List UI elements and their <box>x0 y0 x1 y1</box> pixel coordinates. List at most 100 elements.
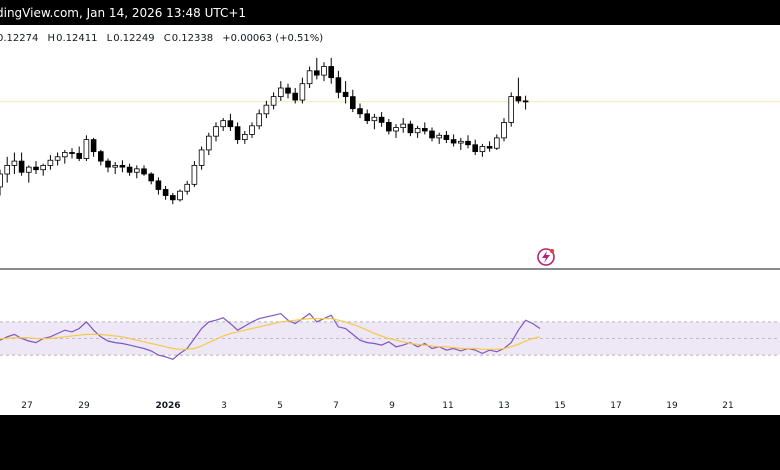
candle-body <box>69 152 75 154</box>
x-tick-label: 5 <box>277 401 283 411</box>
candle-body <box>141 168 147 175</box>
candle-body <box>328 66 334 79</box>
candle-body <box>205 135 212 151</box>
candle-body <box>364 113 370 122</box>
candle-body <box>465 140 471 146</box>
lightning-badge-icon <box>537 248 555 266</box>
top-bar: dingView.com, Jan 14, 2026 13:48 UTC+1 <box>0 0 780 25</box>
candle-body <box>400 123 406 128</box>
x-tick-label: 9 <box>389 401 395 411</box>
candle-body <box>47 159 54 166</box>
close-value: 0.12338 <box>171 33 214 44</box>
x-tick-label: 21 <box>722 401 733 411</box>
candle-body <box>321 66 327 76</box>
candle-body <box>515 96 522 102</box>
candle-body <box>450 139 457 144</box>
close-label: C <box>163 33 171 44</box>
candle-body <box>119 164 126 168</box>
x-tick-label: 19 <box>666 401 678 411</box>
candle-body <box>83 139 90 159</box>
candle-body <box>393 127 399 132</box>
x-tick-label: 7 <box>333 401 339 411</box>
rsi-ma-line <box>0 318 541 350</box>
candle-body <box>335 77 342 93</box>
candle-body <box>277 87 284 97</box>
x-tick-label: 27 <box>21 401 32 411</box>
candle-body <box>62 152 68 158</box>
candle-body <box>385 122 392 132</box>
candle-body <box>33 166 39 171</box>
chart-area[interactable]: 27 29 2026 3 5 7 9 11 13 15 17 19 21 <box>0 25 780 415</box>
candle-body <box>443 134 450 141</box>
candle-body <box>0 173 3 188</box>
candle-body <box>213 126 219 137</box>
candle-body <box>285 87 291 94</box>
candle-body <box>508 96 514 123</box>
x-tick-label: 15 <box>554 401 565 411</box>
candle-body <box>342 91 349 98</box>
candle-body <box>133 168 140 173</box>
candle-body <box>357 108 363 115</box>
candle-body <box>472 144 478 153</box>
low-value: 0.12249 <box>113 33 155 44</box>
candle-body <box>270 96 277 106</box>
candle-body <box>155 180 162 190</box>
candle-body <box>105 160 111 168</box>
candle-body <box>40 164 46 171</box>
open-value: 0.12274 <box>0 33 39 44</box>
candle-body <box>220 120 227 128</box>
candle-body <box>407 123 414 134</box>
x-tick-label: 17 <box>610 401 621 411</box>
candle-body <box>184 183 191 192</box>
candle-body <box>256 113 262 127</box>
candle-body <box>191 164 198 185</box>
candle-body <box>112 164 119 168</box>
candle-body <box>25 166 32 173</box>
candle-body <box>421 128 428 132</box>
candle-body <box>313 70 320 76</box>
candle-body <box>371 116 378 122</box>
watermark-text: dingView.com, Jan 14, 2026 13:48 UTC+1 <box>0 6 247 20</box>
candle-body <box>98 151 104 162</box>
candle-body <box>292 92 298 101</box>
x-tick-label: 29 <box>78 401 90 411</box>
x-tick-label: 3 <box>221 401 227 411</box>
candle-body <box>169 195 176 201</box>
candle-body <box>11 160 18 166</box>
candle-body <box>349 96 356 110</box>
high-value: 0.12411 <box>56 33 98 44</box>
candle-body <box>234 126 241 140</box>
rsi-line <box>0 312 541 360</box>
candle-body <box>501 122 507 139</box>
notification-dot <box>550 249 554 253</box>
candle-body <box>126 166 133 173</box>
change-value: +0.00063 (+0.51%) <box>222 33 324 44</box>
candle-body <box>162 189 169 196</box>
candle-body <box>227 120 234 128</box>
x-tick-label: 2026 <box>155 401 180 411</box>
candle-body <box>522 100 529 103</box>
candle-body <box>76 152 83 159</box>
candle-body <box>486 146 493 149</box>
candle-body <box>241 134 248 141</box>
ohlc-legend: 0.12274 H0.12411 L0.12249 C0.12338 +0.00… <box>0 33 324 44</box>
candle-body <box>414 128 421 134</box>
candle-body <box>429 130 435 139</box>
candle-body <box>299 83 306 101</box>
candle-body <box>90 139 97 153</box>
candle-body <box>148 173 155 182</box>
candle-body <box>249 125 255 135</box>
candle-body <box>479 146 486 153</box>
candle-body <box>263 104 270 115</box>
candle-body <box>457 140 464 144</box>
candle-body <box>4 164 11 175</box>
candle-body <box>177 190 183 201</box>
candle-body <box>378 116 385 123</box>
x-tick-label: 13 <box>498 401 509 411</box>
bottom-bar <box>0 415 780 470</box>
candle-body <box>54 156 61 161</box>
low-label: L <box>106 33 113 44</box>
candle-body <box>18 160 25 173</box>
lightning-bolt-icon <box>542 251 550 263</box>
candle-body <box>493 137 500 149</box>
